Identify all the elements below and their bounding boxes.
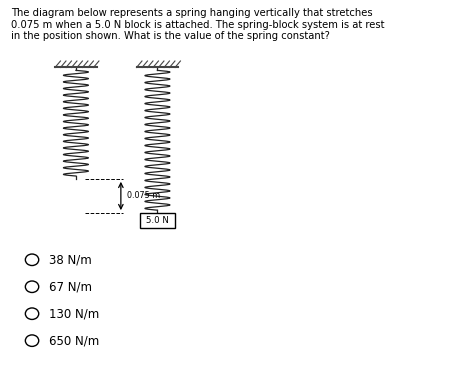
- Bar: [140, 213, 175, 228]
- Text: 5.0 N: 5.0 N: [146, 216, 169, 225]
- Text: 0.075 m: 0.075 m: [127, 192, 160, 200]
- Text: 38 N/m: 38 N/m: [49, 253, 92, 266]
- Text: 650 N/m: 650 N/m: [49, 334, 99, 347]
- Text: 67 N/m: 67 N/m: [49, 280, 92, 293]
- Text: The diagram below represents a spring hanging vertically that stretches
0.075 m : The diagram below represents a spring ha…: [11, 8, 385, 41]
- Text: 130 N/m: 130 N/m: [49, 307, 99, 320]
